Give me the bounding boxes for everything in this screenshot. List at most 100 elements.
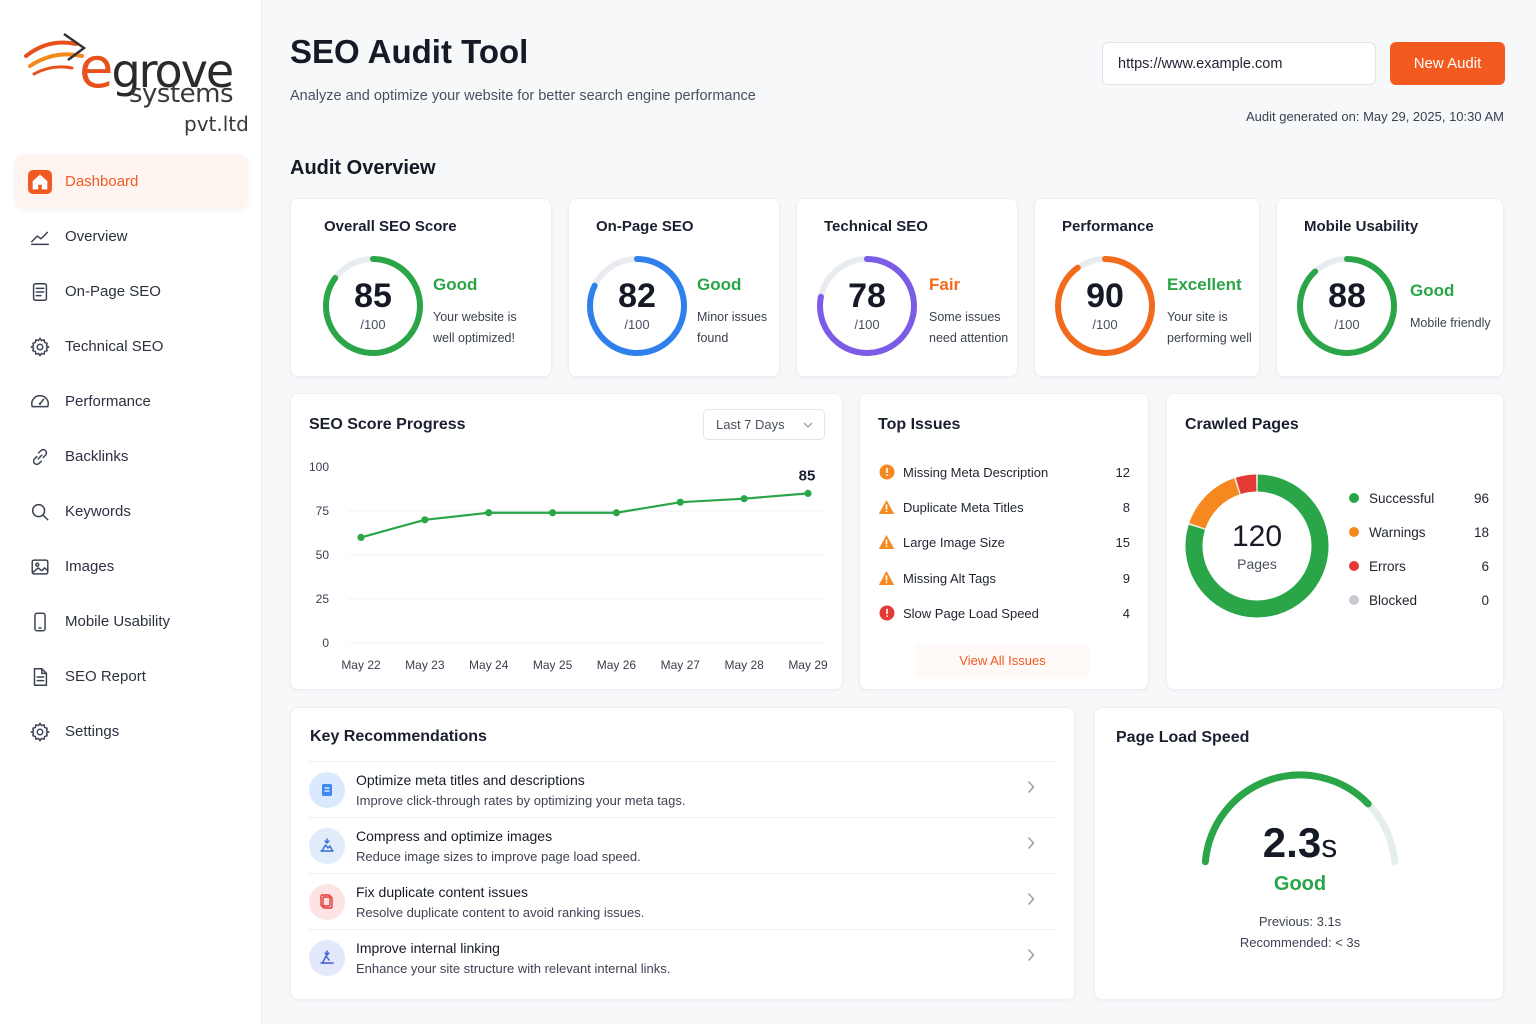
home-icon-svg [32, 174, 48, 189]
new-audit-button[interactable]: New Audit [1390, 42, 1505, 85]
sidebar: egrove systems pvt.ltd Dashboard Overview… [0, 0, 262, 1024]
chevron-right-svg [1027, 780, 1035, 794]
recommendation-title: Fix duplicate content issues [356, 884, 528, 900]
sidebar-item-seo-report[interactable]: SEO Report [14, 649, 248, 704]
recommendation-row[interactable]: Fix duplicate content issues Resolve dupl… [309, 873, 1057, 929]
y-tick-label: 50 [316, 548, 330, 562]
legend-label: Successful [1369, 490, 1435, 506]
search-icon [28, 500, 52, 524]
recommendation-row[interactable]: Improve internal linking Enhance your sit… [309, 929, 1057, 985]
legend-item-successful: Successful 96 [1349, 488, 1489, 508]
report-icon-svg [33, 667, 48, 686]
score-description-line1: Your website is [433, 310, 517, 324]
range-dropdown-label: Last 7 Days [716, 417, 785, 432]
sidebar-item-dashboard[interactable]: Dashboard [14, 154, 248, 209]
document-icon-svg [32, 282, 48, 301]
sidebar-item-settings[interactable]: Settings [14, 704, 248, 759]
recommendation-description: Resolve duplicate content to avoid ranki… [356, 905, 645, 920]
sidebar-item-technical-seo[interactable]: Technical SEO [14, 319, 248, 374]
recommendation-row[interactable]: Optimize meta titles and descriptions Imp… [309, 761, 1057, 817]
score-card-overall-seo-score[interactable]: Overall SEO Score 85/100 Good Your website … [290, 198, 552, 377]
score-status: Good [1410, 281, 1455, 300]
legend-item-blocked: Blocked 0 [1349, 590, 1489, 610]
legend-label: Warnings [1369, 524, 1426, 540]
sidebar-item-images[interactable]: Images [14, 539, 248, 594]
score-ring-fill [1297, 256, 1397, 356]
issue-row[interactable]: Large Image Size 15 [878, 532, 1130, 552]
mobile-icon-svg [34, 612, 46, 631]
score-card-on-page-seo[interactable]: On-Page SEO 82/100 Good Minor issues found [568, 198, 780, 377]
legend-label: Blocked [1369, 592, 1418, 608]
recommendation-description: Reduce image sizes to improve page load … [356, 849, 641, 864]
legend-dot [1349, 595, 1359, 605]
score-ring [1297, 256, 1397, 356]
score-description: Your site is performing well [1167, 307, 1252, 348]
recommendation-row[interactable]: Compress and optimize images Reduce image… [309, 817, 1057, 873]
link-icon-svg [320, 950, 334, 964]
issue-row[interactable]: Slow Page Load Speed 4 [878, 603, 1130, 623]
issue-label: Slow Page Load Speed [903, 605, 1039, 621]
warning-icon [878, 499, 895, 516]
issue-count: 4 [1122, 605, 1130, 621]
brand-logo[interactable]: egrove systems pvt.ltd [24, 24, 249, 139]
chevron-right-icon [1027, 948, 1035, 967]
view-all-issues-link[interactable]: View All Issues [915, 644, 1090, 678]
donut-slice-warnings [1189, 478, 1240, 529]
speed-status: Good [1273, 873, 1327, 895]
sidebar-item-keywords[interactable]: Keywords [14, 484, 248, 539]
issue-row[interactable]: Missing Alt Tags 9 [878, 568, 1130, 588]
sidebar-item-performance[interactable]: Performance [14, 374, 248, 429]
recommendations-card: Key Recommendations Optimize meta titles… [290, 707, 1075, 1000]
gear-icon [28, 335, 52, 359]
y-tick-label: 100 [309, 460, 329, 474]
sidebar-item-mobile-usability[interactable]: Mobile Usability [14, 594, 248, 649]
score-description-line1: Some issues [929, 310, 1001, 324]
audit-overview-title: Audit Overview [290, 157, 436, 179]
score-card-performance[interactable]: Performance 90/100 Excellent Your site is pe… [1034, 198, 1260, 377]
sidebar-item-label: Backlinks [65, 448, 129, 465]
score-status: Fair [929, 275, 961, 294]
sidebar-item-label: Images [65, 558, 115, 575]
score-value: 78 [848, 277, 886, 315]
link-icon-svg [32, 448, 48, 465]
issue-label: Missing Meta Description [903, 464, 1049, 480]
sidebar-item-on-page-seo[interactable]: On-Page SEO [14, 264, 248, 319]
page-subtitle: Analyze and optimize your website for be… [290, 88, 756, 104]
score-card-mobile-usability[interactable]: Mobile Usability 88/100 Good Mobile friendl… [1276, 198, 1504, 377]
score-description-line1: Minor issues [697, 310, 768, 324]
issue-count: 15 [1115, 534, 1130, 550]
document-icon-svg [322, 784, 332, 796]
sidebar-item-label: Technical SEO [65, 338, 164, 355]
sidebar-item-label: SEO Report [65, 668, 146, 685]
trend-icon-svg [31, 231, 49, 245]
sidebar-item-label: Keywords [65, 503, 131, 520]
page-load-speed-title: Page Load Speed [1116, 729, 1250, 746]
speed-previous: Previous: 3.1s [1258, 914, 1342, 929]
sidebar-item-backlinks[interactable]: Backlinks [14, 429, 248, 484]
speed-value: 2.3s [1262, 819, 1338, 866]
score-card-technical-seo[interactable]: Technical SEO 78/100 Fair Some issues need a… [796, 198, 1018, 377]
recommendation-title: Improve internal linking [356, 940, 500, 956]
score-ring-fill [1055, 256, 1155, 356]
image-compress-icon [309, 828, 345, 864]
issue-label: Missing Alt Tags [903, 570, 996, 586]
search-icon-svg [31, 503, 49, 521]
score-out-of: /100 [854, 317, 880, 332]
range-dropdown[interactable]: Last 7 Days [703, 409, 825, 440]
warning-icon-svg [878, 535, 895, 549]
warning-icon [878, 534, 895, 551]
score-value: 85 [354, 277, 392, 315]
score-value: 88 [1328, 277, 1366, 315]
crawled-pages-donut [1185, 474, 1329, 618]
x-tick-label: May 26 [597, 658, 637, 672]
score-status: Good [433, 275, 478, 294]
donut-slice-successful [1185, 474, 1329, 618]
score-description-line2: need attention [929, 330, 1009, 345]
issue-row[interactable]: Duplicate Meta Titles 8 [878, 497, 1130, 517]
image-icon-svg [31, 558, 49, 575]
data-point [740, 495, 748, 503]
url-input[interactable] [1102, 42, 1376, 85]
sidebar-item-overview[interactable]: Overview [14, 209, 248, 264]
issue-row[interactable]: Missing Meta Description 12 [878, 462, 1130, 482]
chevron-right-svg [1027, 836, 1035, 850]
